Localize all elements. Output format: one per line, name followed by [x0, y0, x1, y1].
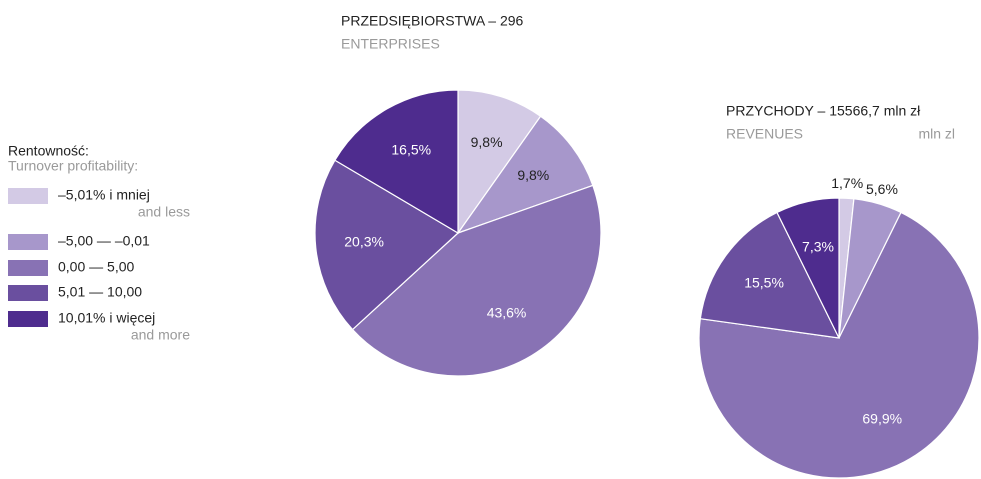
legend-swatch [8, 311, 48, 327]
chart-subtitle: ENTERPRISES [341, 36, 440, 52]
data-label: 43,6% [487, 305, 527, 321]
data-label: 9,8% [517, 167, 549, 183]
legend-subtitle: Turnover profitability: [8, 158, 138, 174]
pie-slice [456, 115, 594, 235]
data-label: 7,3% [802, 239, 834, 255]
pie-slice [334, 89, 459, 235]
legend-swatch [8, 285, 48, 301]
unit-label: mln zl [918, 126, 955, 142]
data-label: 5,6% [866, 181, 898, 197]
pie-slice [698, 211, 980, 479]
chart-title: PRZYCHODY – 15566,7 mln zł [726, 103, 921, 119]
pie-slice [776, 197, 840, 339]
legend-swatch [8, 234, 48, 250]
chart-title: PRZEDSIĘBIORSTWA – 296 [341, 13, 524, 29]
legend-title: Rentowność: [8, 143, 89, 159]
legend-swatch [8, 260, 48, 276]
pie-slice [314, 159, 460, 331]
legend-label: 5,01 — 10,00 [58, 284, 142, 300]
legend-sublabel: and less [138, 204, 190, 220]
legend-sublabel: and more [131, 327, 190, 343]
data-label: 15,5% [744, 275, 784, 291]
legend-swatch [8, 188, 48, 204]
data-label: 9,8% [471, 134, 503, 150]
pie-slice [351, 184, 602, 377]
pie-slice [699, 211, 841, 339]
legend-label: 0,00 — 5,00 [58, 259, 134, 275]
legend-label: –5,01% i mniej [58, 187, 150, 203]
legend-label: 10,01% i więcej [58, 310, 155, 326]
legend-label: –5,00 — –0,01 [58, 233, 150, 249]
chart-subtitle: REVENUES [726, 126, 803, 142]
data-label: 1,7% [831, 175, 863, 191]
data-label: 69,9% [862, 410, 902, 426]
pie-slice [457, 89, 542, 235]
data-label: 16,5% [391, 142, 431, 158]
data-label: 20,3% [344, 233, 384, 249]
